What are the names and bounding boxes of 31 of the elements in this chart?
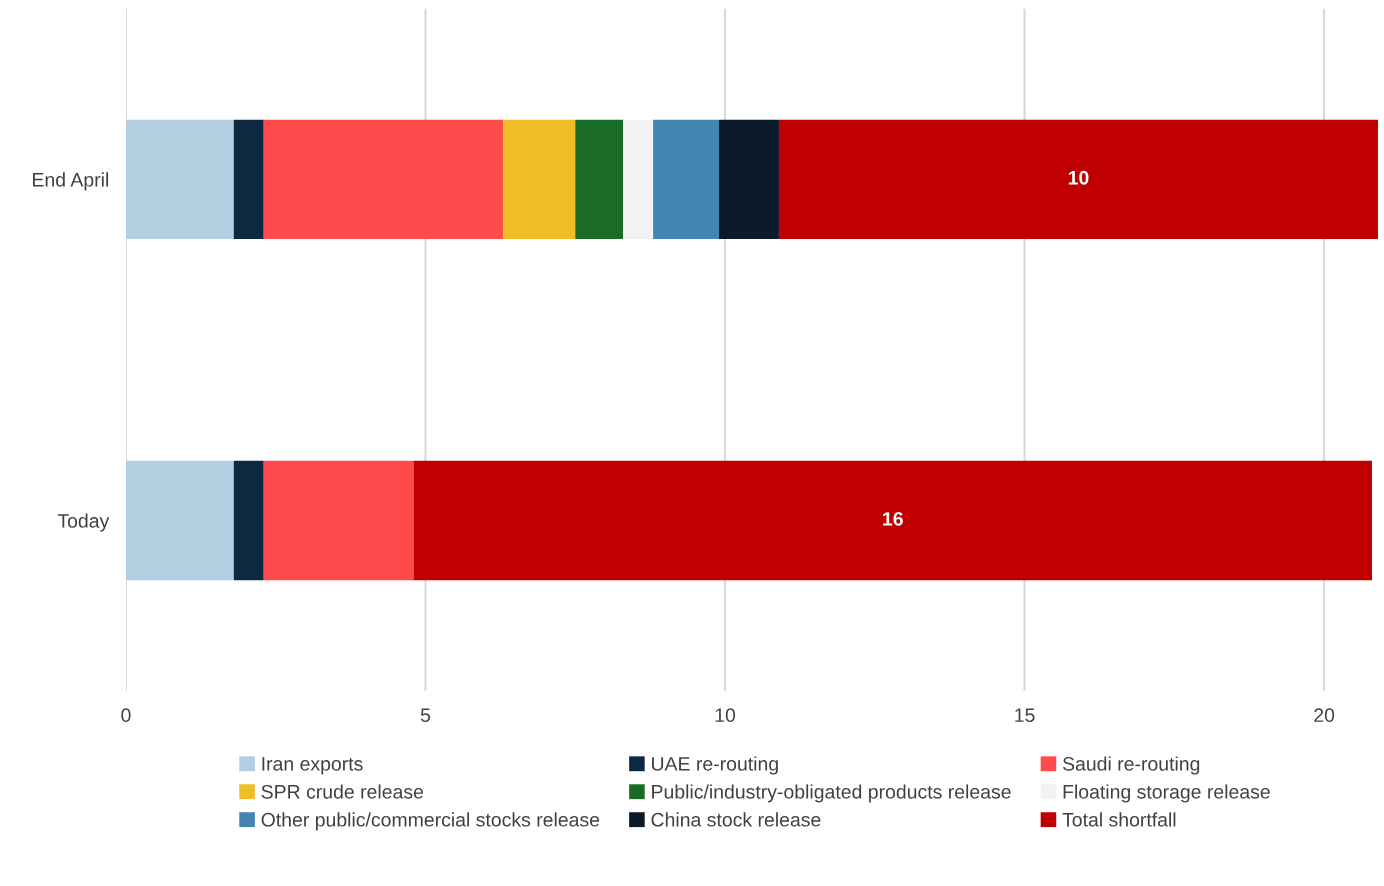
x-tick-label: 10	[715, 708, 736, 723]
bar	[125, 460, 234, 581]
x-tick-label: 0	[121, 708, 131, 723]
x-tick-label: 5	[420, 708, 431, 723]
legend-label: China stock release	[651, 812, 821, 827]
bar	[125, 119, 234, 240]
legend-label: Saudi re-routing	[1062, 756, 1200, 775]
bar	[575, 119, 624, 240]
y-tick-label: End April	[33, 172, 108, 191]
bar	[263, 460, 414, 581]
bar	[413, 460, 1373, 581]
bar	[719, 119, 779, 240]
bar	[503, 119, 576, 240]
x-tick-label: 15	[1015, 708, 1035, 723]
bar	[263, 119, 504, 240]
legend-label: Public/industry-obligated products release	[652, 784, 1011, 803]
legend-label: UAE re-routing	[652, 756, 778, 775]
legend-label: Iran exports	[262, 757, 363, 775]
bar	[233, 119, 264, 240]
data-label: 10	[1068, 170, 1089, 185]
y-tick-label: Today	[57, 513, 110, 532]
x-tick-label: 20	[1314, 708, 1335, 723]
bar	[653, 119, 720, 240]
legend-label: Total shortfall	[1062, 812, 1176, 827]
bar	[233, 460, 264, 581]
bar	[778, 119, 1379, 240]
legend-label: Floating storage release	[1063, 784, 1270, 803]
data-label: 16	[883, 511, 903, 526]
legend-label: Other public/commercial stocks release	[261, 812, 600, 831]
legend-label: SPR crude release	[261, 784, 424, 799]
bar	[623, 119, 654, 240]
